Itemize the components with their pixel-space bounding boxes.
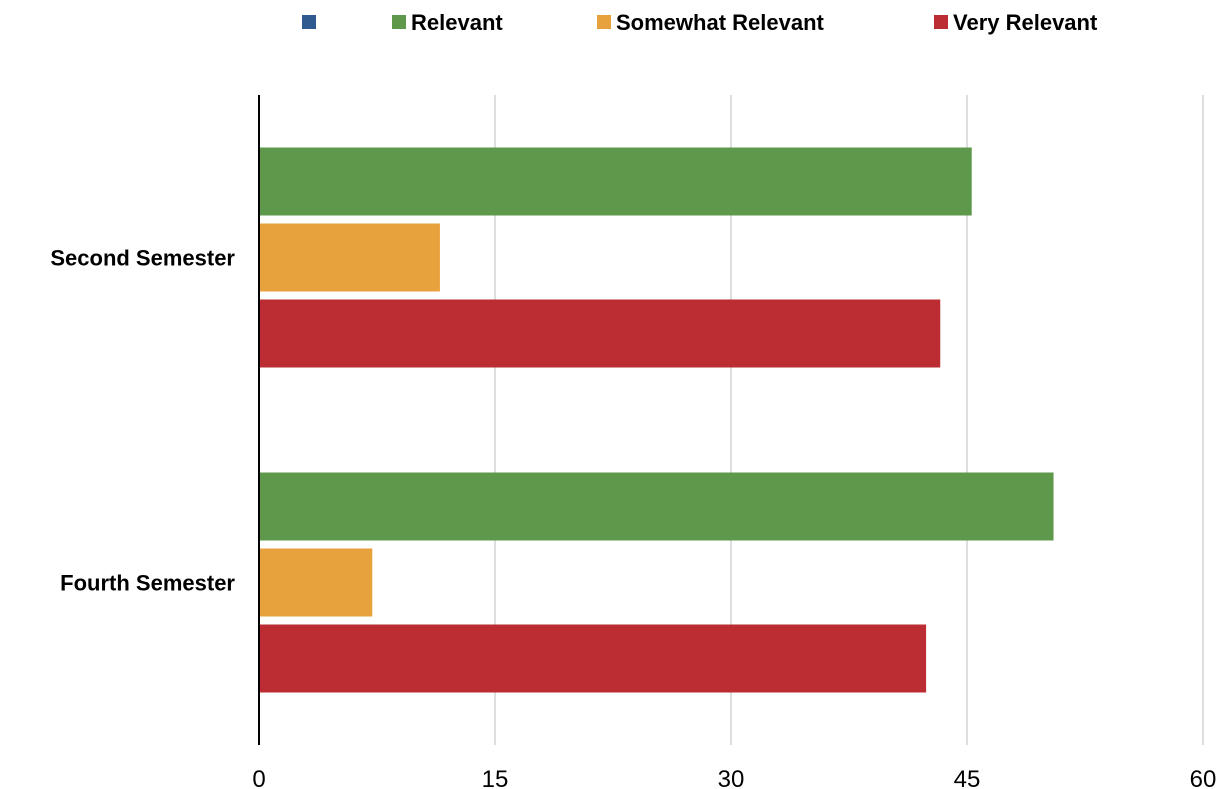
bar-somewhat-relevant: [259, 223, 440, 292]
x-tick-label: 60: [1190, 766, 1217, 789]
legend-swatch: [597, 15, 611, 29]
category-label: Second Semester: [50, 246, 235, 271]
x-tick-label: 30: [718, 766, 745, 789]
legend: Relevant Somewhat Relevant Very Relevant: [302, 10, 1098, 35]
bar-relevant: [259, 147, 972, 216]
x-tick-labels: 0 15 30 45 60: [252, 766, 1216, 789]
legend-swatch: [392, 15, 406, 29]
bar-very-relevant: [259, 624, 927, 693]
x-tick-label: 0: [252, 766, 265, 789]
legend-label: Relevant: [411, 10, 503, 35]
legend-label: Very Relevant: [953, 10, 1098, 35]
bar-relevant: [259, 472, 1054, 541]
legend-swatch: [302, 15, 316, 29]
x-tick-label: 15: [482, 766, 509, 789]
bar-somewhat-relevant: [259, 548, 373, 617]
bar-very-relevant: [259, 299, 941, 368]
legend-label: Somewhat Relevant: [616, 10, 825, 35]
category-labels: Second Semester Fourth Semester: [50, 246, 235, 596]
category-label: Fourth Semester: [60, 571, 235, 596]
legend-swatch: [934, 15, 948, 29]
bars: [259, 147, 1054, 693]
x-tick-label: 45: [954, 766, 981, 789]
